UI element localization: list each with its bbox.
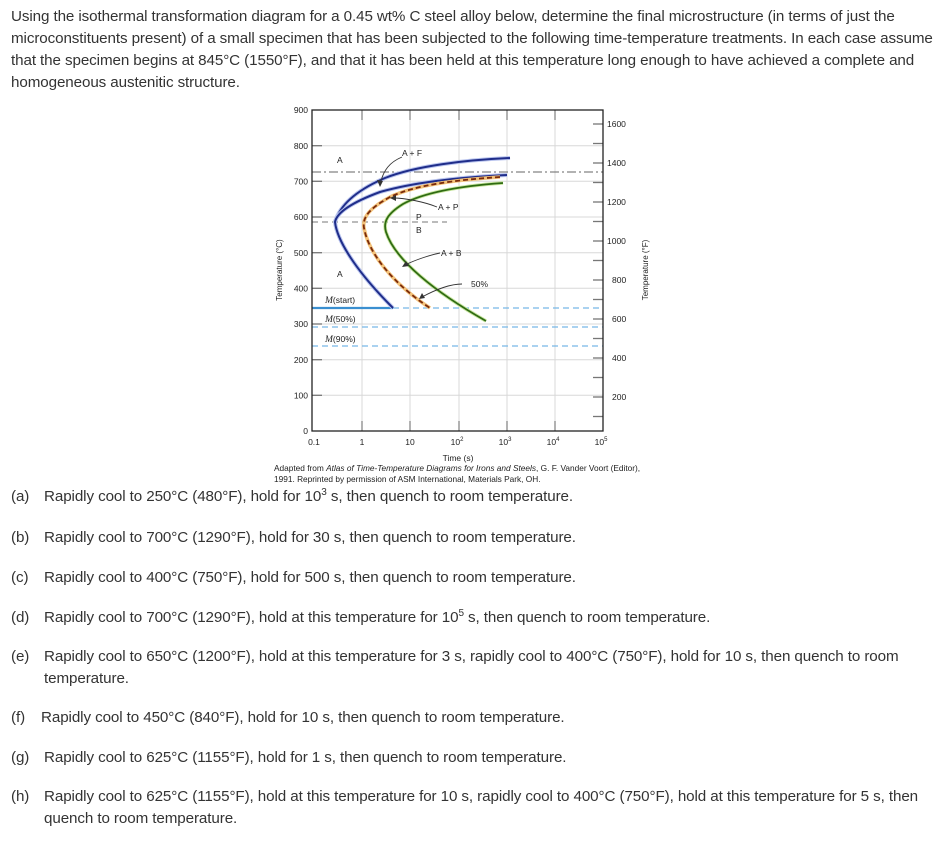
y-tick-800: 800 [294,141,308,151]
y-tick-400: 400 [294,284,308,294]
ferrite-start-curve [334,157,511,223]
y-tick-700: 700 [294,177,308,187]
isothermal-transformation-diagram: 900 800 700 600 500 400 300 200 100 0 16… [265,100,695,490]
y-right-tick-600: 600 [612,314,626,324]
y-tick-300: 300 [294,319,308,329]
label-austenite-top: A [337,155,343,165]
y-axis-label-right: Temperature (°F) [641,239,650,300]
chart-svg: 900 800 700 600 500 400 300 200 100 0 16… [275,105,650,463]
x-tick-1: 1 [360,437,365,447]
y-axis-label-left: Temperature (°C) [275,239,284,301]
label-austenite-bottom: A [337,269,343,279]
ap-arrow [392,197,438,208]
y-right-tick-1000: 1000 [607,236,626,246]
fifty-arrow [421,283,463,298]
problem-intro: Using the isothermal transformation diag… [11,8,933,91]
y-right-tick-1600: 1600 [607,119,626,129]
y-tick-100: 100 [294,391,308,401]
y-tick-500: 500 [294,248,308,258]
label-pearlite: P [416,212,422,222]
y-right-tick-200: 200 [612,392,626,402]
label-austenite-pearlite: A + P [438,202,459,212]
y-tick-600: 600 [294,212,308,222]
label-m-start: M(start) [324,295,355,306]
y-right-tick-1400: 1400 [607,158,626,168]
y-right-tick-1200: 1200 [607,197,626,207]
caption-source-title: Atlas of Time-Temperature Diagrams for I… [326,463,537,473]
figure-caption: Adapted from Atlas of Time-Temperature D… [274,463,641,484]
x-axis-label: Time (s) [443,453,474,463]
fifty-percent-curve [362,176,501,309]
label-m-50: M(50%) [324,314,356,325]
transformation-start-curve [333,174,508,309]
x-tick-10000: 104 [547,437,560,447]
y-right-tick-400: 400 [612,353,626,363]
ab-arrow [404,252,441,266]
x-tick-100000: 105 [595,437,608,447]
y-right-tick-800: 800 [612,275,626,285]
label-austenite-ferrite: A + F [402,148,422,158]
x-tick-100: 102 [451,437,464,447]
label-fifty-percent: 50% [471,279,488,289]
plot-frame [311,109,604,432]
x-tick-1000: 103 [499,437,512,447]
grid-vertical [361,110,556,431]
label-bainite: B [416,225,422,235]
y-tick-0: 0 [303,426,308,436]
x-tick-10: 10 [405,437,415,447]
grid-horizontal [312,145,603,396]
label-m-90: M(90%) [324,334,356,345]
x-tick-0.1: 0.1 [308,437,320,447]
label-austenite-bainite: A + B [441,248,462,258]
transformation-finish-curve [384,182,504,322]
y-tick-200: 200 [294,355,308,365]
y-tick-900: 900 [294,105,308,115]
